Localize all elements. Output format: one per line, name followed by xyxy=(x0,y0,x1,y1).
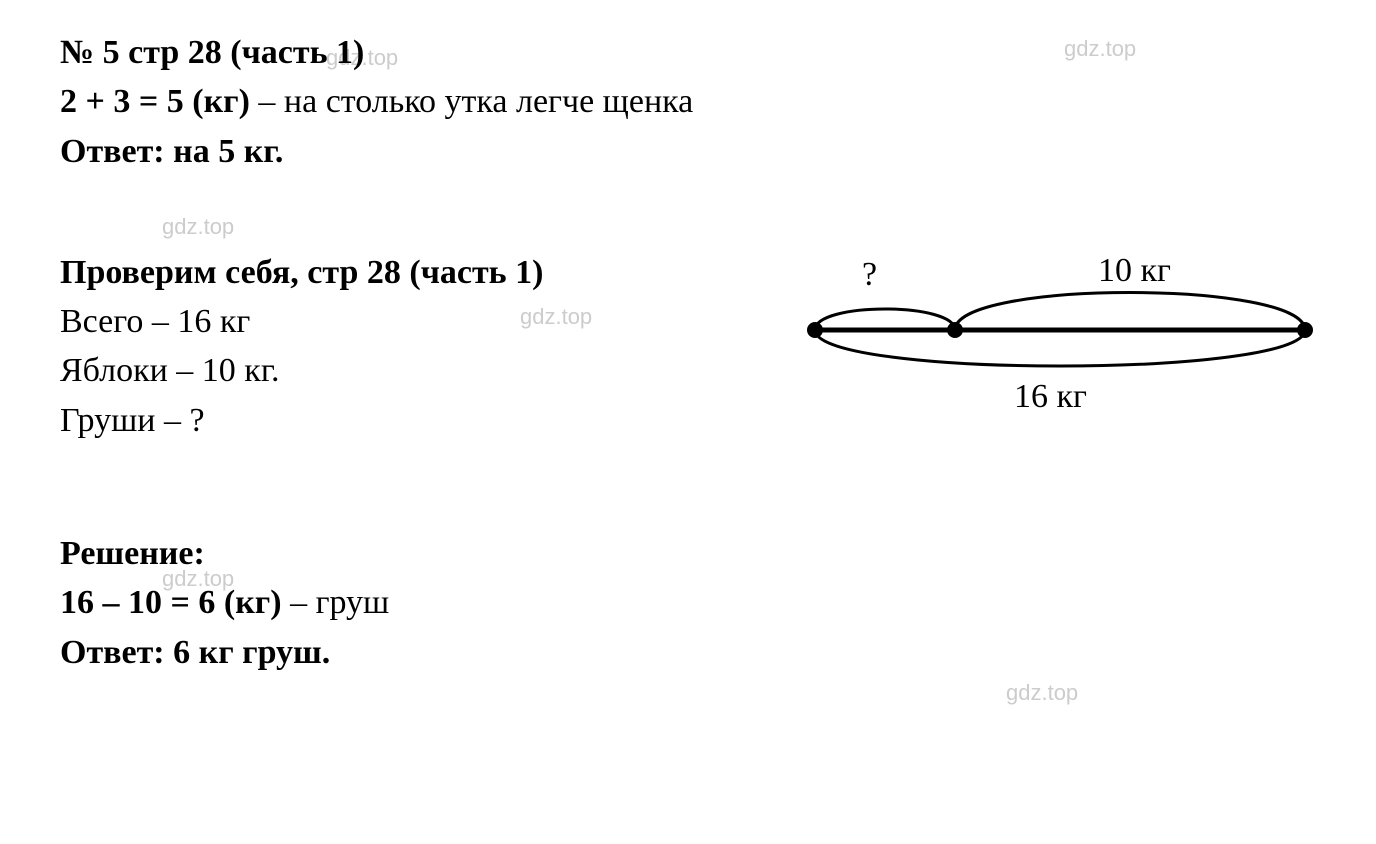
segment-diagram: ? 10 кг 16 кг xyxy=(800,250,1320,430)
section-1: № 5 стр 28 (часть 1) 2 + 3 = 5 (кг) – на… xyxy=(60,28,1316,176)
section1-answer: Ответ: на 5 кг. xyxy=(60,127,1316,176)
answer-label: Ответ: xyxy=(60,634,173,671)
answer-label: Ответ: xyxy=(60,133,173,170)
answer-value: 6 кг груш. xyxy=(173,634,330,671)
solution-answer: Ответ: 6 кг груш. xyxy=(60,628,1316,677)
calc-text: 2 + 3 = 5 (кг) xyxy=(60,83,250,120)
diagram-label-bottom: 16 кг xyxy=(1014,378,1087,416)
watermark: gdz.top xyxy=(1006,680,1078,706)
diagram-dot xyxy=(947,322,963,338)
diagram-arc-big xyxy=(955,293,1305,331)
page: gdz.top gdz.top gdz.top gdz.top gdz.top … xyxy=(0,0,1376,844)
diagram-arc-bottom xyxy=(815,330,1305,366)
solution-calc-tail: – груш xyxy=(282,584,390,621)
diagram-label-top-right: 10 кг xyxy=(1098,252,1171,290)
diagram-label-q: ? xyxy=(862,256,877,294)
section1-title: № 5 стр 28 (часть 1) xyxy=(60,28,1316,77)
diagram-arc-small xyxy=(815,309,955,330)
answer-value: на 5 кг. xyxy=(173,133,283,170)
solution-block: Решение: 16 – 10 = 6 (кг) – груш Ответ: … xyxy=(60,529,1316,677)
solution-calc-line: 16 – 10 = 6 (кг) – груш xyxy=(60,578,1316,627)
section1-calc-line: 2 + 3 = 5 (кг) – на столько утка легче щ… xyxy=(60,77,1316,126)
solution-calc: 16 – 10 = 6 (кг) xyxy=(60,584,282,621)
diagram-dot xyxy=(807,322,823,338)
solution-heading: Решение: xyxy=(60,529,1316,578)
calc-tail: – на столько утка легче щенка xyxy=(250,83,693,120)
diagram-dot xyxy=(1297,322,1313,338)
